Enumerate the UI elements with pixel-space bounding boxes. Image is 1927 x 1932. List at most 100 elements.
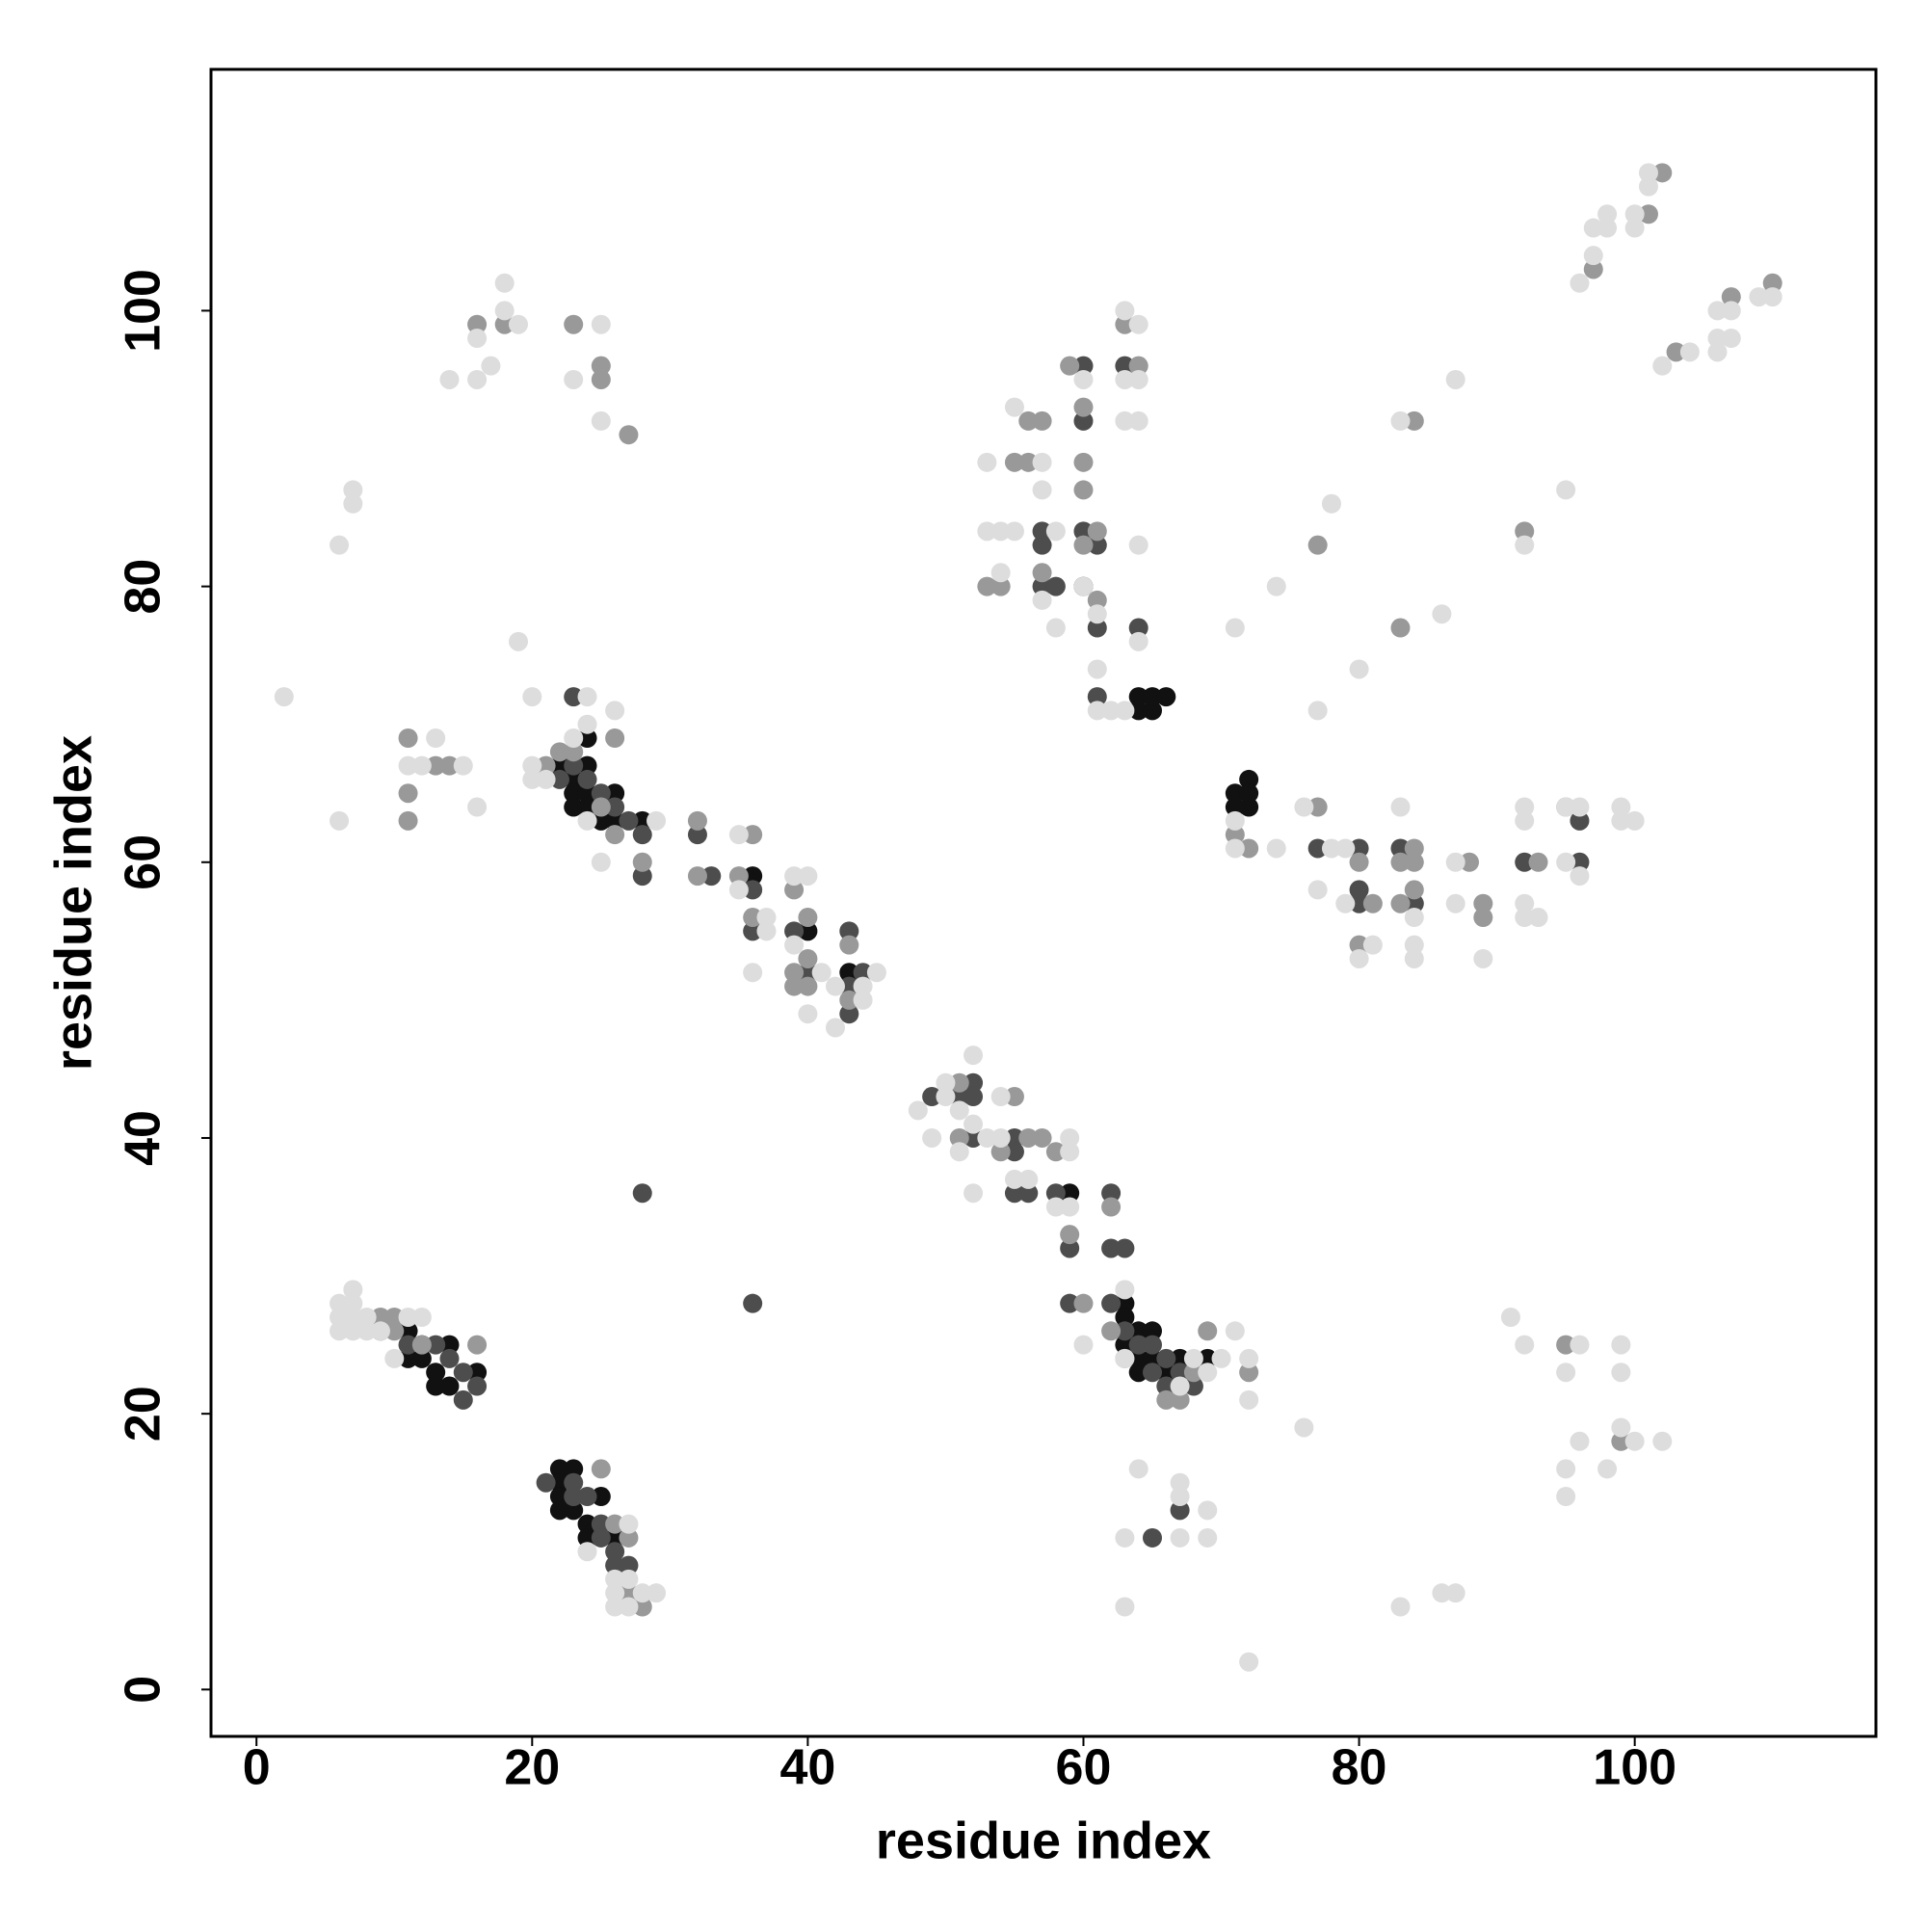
point <box>1115 1527 1135 1548</box>
point <box>1211 1348 1231 1368</box>
point <box>411 1335 432 1355</box>
point <box>343 493 363 514</box>
point <box>1115 1280 1135 1300</box>
point <box>1528 852 1548 872</box>
point <box>1087 535 1107 555</box>
point <box>549 742 569 762</box>
point <box>1198 1348 1218 1368</box>
point <box>798 866 818 887</box>
point <box>398 1348 418 1368</box>
point <box>647 1583 667 1603</box>
point <box>564 687 584 707</box>
point <box>1018 410 1039 431</box>
point <box>1115 356 1135 376</box>
point <box>728 825 749 845</box>
point <box>784 935 805 955</box>
point <box>330 1293 350 1313</box>
point <box>467 1335 488 1355</box>
y-tick-label: 40 <box>116 1110 172 1166</box>
point <box>591 410 611 431</box>
point <box>549 1500 569 1521</box>
point <box>577 1487 597 1507</box>
x-tick-label: 60 <box>1056 1740 1112 1796</box>
point <box>1390 893 1411 913</box>
point <box>1515 797 1535 817</box>
point <box>1143 701 1163 721</box>
point <box>1087 701 1107 721</box>
point <box>1294 1417 1314 1438</box>
point <box>1225 838 1245 859</box>
point <box>536 1472 556 1493</box>
point <box>1349 659 1369 679</box>
point <box>564 314 584 334</box>
point <box>384 1348 405 1368</box>
point <box>853 990 873 1010</box>
point <box>949 1072 969 1093</box>
point <box>1143 1348 1163 1368</box>
point <box>356 1307 377 1327</box>
point <box>453 1389 473 1410</box>
point <box>1749 287 1769 307</box>
point <box>1128 687 1148 707</box>
point <box>784 976 805 996</box>
point <box>1570 273 1590 293</box>
point <box>949 1087 969 1107</box>
point <box>1349 852 1369 872</box>
point <box>384 1321 405 1341</box>
point <box>1170 1500 1190 1521</box>
point <box>330 810 350 831</box>
point <box>274 687 294 707</box>
point <box>1045 1183 1066 1204</box>
point <box>1143 1363 1163 1383</box>
point <box>839 935 859 955</box>
point <box>591 369 611 389</box>
point <box>1638 204 1658 225</box>
point <box>743 880 763 900</box>
point <box>508 314 528 334</box>
point <box>1556 1459 1576 1479</box>
point <box>536 755 556 776</box>
point <box>439 1348 460 1368</box>
point <box>1307 701 1328 721</box>
point <box>619 810 639 831</box>
point <box>398 728 418 749</box>
x-tick-label: 0 <box>243 1740 271 1796</box>
point <box>1101 1293 1122 1313</box>
point <box>411 1307 432 1327</box>
point <box>619 1569 639 1589</box>
point <box>1611 1335 1631 1355</box>
point <box>1128 1363 1148 1383</box>
point <box>1225 797 1245 817</box>
point <box>564 1500 584 1521</box>
point <box>605 810 625 831</box>
point <box>439 755 460 776</box>
point <box>1087 604 1107 624</box>
point <box>990 1127 1011 1148</box>
point <box>398 783 418 804</box>
point <box>1128 618 1148 638</box>
point <box>936 1072 956 1093</box>
point <box>1404 893 1424 913</box>
point <box>1198 1363 1218 1383</box>
point <box>1679 342 1700 362</box>
point <box>1638 176 1658 197</box>
point <box>1032 480 1052 500</box>
points <box>274 163 1782 1672</box>
point <box>619 425 639 445</box>
point <box>619 1597 639 1617</box>
point <box>1652 1431 1673 1451</box>
point <box>549 1472 569 1493</box>
point <box>577 755 597 776</box>
point <box>1004 1127 1024 1148</box>
point <box>1556 797 1576 817</box>
point <box>356 1321 377 1341</box>
point <box>756 921 777 941</box>
point <box>591 810 611 831</box>
point <box>1073 535 1094 555</box>
point <box>536 769 556 789</box>
point <box>1390 852 1411 872</box>
point <box>964 1183 984 1204</box>
point <box>1045 521 1066 542</box>
point <box>866 963 886 983</box>
